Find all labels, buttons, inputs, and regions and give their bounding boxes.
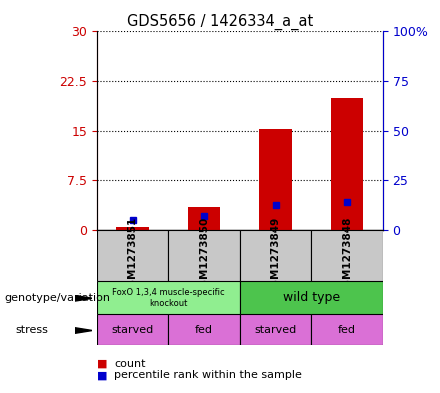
Text: GSM1273851: GSM1273851: [128, 217, 138, 294]
Text: starved: starved: [254, 325, 297, 335]
Bar: [312, 230, 383, 281]
Text: GSM1273849: GSM1273849: [271, 217, 281, 294]
Bar: [331, 97, 363, 230]
Text: starved: starved: [111, 325, 154, 335]
Text: ■: ■: [97, 370, 107, 380]
Bar: [240, 230, 312, 281]
Text: stress: stress: [15, 325, 48, 335]
Bar: [188, 207, 220, 230]
Bar: [240, 314, 312, 345]
Text: ■: ■: [97, 358, 107, 369]
Text: GSM1273850: GSM1273850: [199, 217, 209, 294]
Bar: [168, 314, 240, 345]
Text: count: count: [114, 358, 146, 369]
Text: genotype/variation: genotype/variation: [4, 293, 110, 303]
Text: fed: fed: [195, 325, 213, 335]
Polygon shape: [75, 296, 92, 301]
Bar: [260, 129, 292, 230]
Bar: [240, 281, 383, 314]
Text: FoxO 1,3,4 muscle-specific
knockout: FoxO 1,3,4 muscle-specific knockout: [112, 288, 224, 308]
Text: fed: fed: [338, 325, 356, 335]
Bar: [312, 314, 383, 345]
Bar: [97, 230, 168, 281]
Text: GDS5656 / 1426334_a_at: GDS5656 / 1426334_a_at: [127, 14, 313, 30]
Text: percentile rank within the sample: percentile rank within the sample: [114, 370, 302, 380]
Bar: [168, 230, 240, 281]
Text: wild type: wild type: [283, 291, 340, 304]
Bar: [117, 227, 149, 230]
Polygon shape: [75, 328, 92, 333]
Bar: [97, 281, 240, 314]
Text: GSM1273848: GSM1273848: [342, 217, 352, 294]
Bar: [97, 314, 168, 345]
